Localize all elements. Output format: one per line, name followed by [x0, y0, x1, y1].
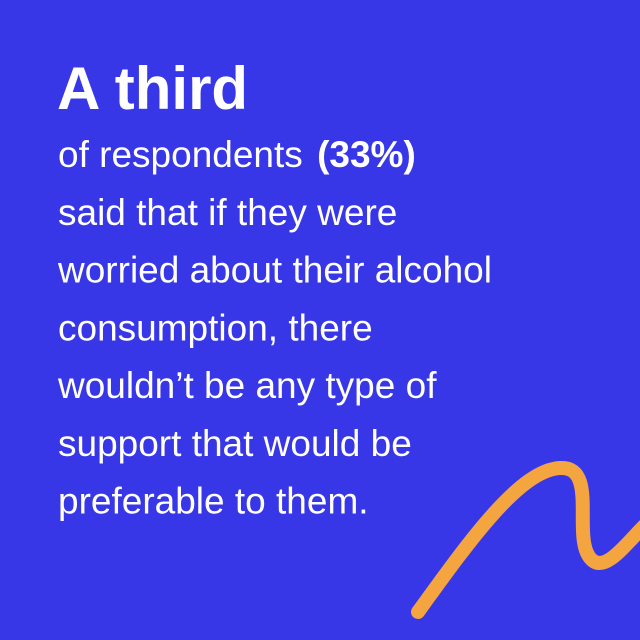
body-lines: said that if they were worried about thei…: [57, 192, 492, 522]
decorative-squiggle: [411, 461, 640, 619]
statistic: (33%): [317, 134, 416, 175]
body-line: consumption, there: [58, 307, 373, 348]
body-line: of respondents (33%): [58, 134, 416, 175]
body-line: support that would be: [58, 423, 412, 464]
body-line: said that if they were: [58, 192, 397, 233]
headline: A third: [57, 55, 248, 122]
body-line: wouldn’t be any type of: [57, 365, 437, 406]
body-text: of respondents: [58, 134, 303, 175]
body-line: worried about their alcohol: [57, 250, 492, 291]
body-line: preferable to them.: [58, 481, 369, 522]
